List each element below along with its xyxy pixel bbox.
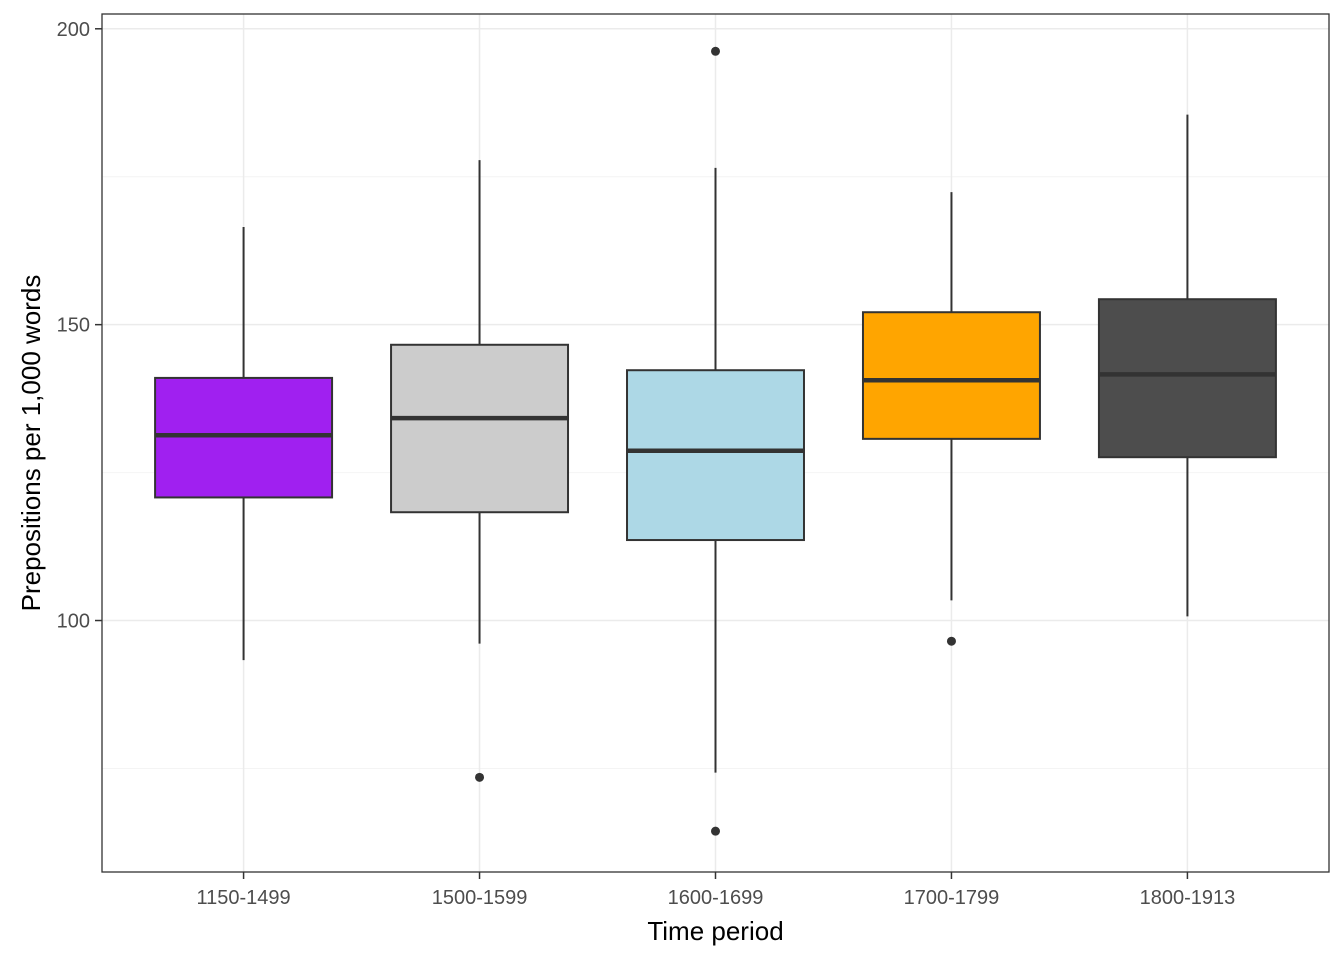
box-1500-1599 xyxy=(390,160,570,782)
x-tick-label: 1150-1499 xyxy=(196,887,290,909)
axis-layer: 100 150 200 1150-1499 1500-1599 1600-1699 1700… xyxy=(57,19,1236,909)
outlier-point xyxy=(711,826,720,836)
box-iqr xyxy=(861,311,1041,440)
box-1150-1499 xyxy=(154,227,334,661)
outlier-point xyxy=(475,772,485,782)
box-1600-1699 xyxy=(626,46,805,836)
x-tick-label: 1600-1699 xyxy=(668,887,764,909)
box-iqr xyxy=(1097,298,1277,459)
y-tick-label: 100 xyxy=(57,611,90,633)
box-iqr xyxy=(390,343,570,514)
x-tick-label: 1700-1799 xyxy=(904,887,1000,909)
x-tick-label: 1800-1913 xyxy=(1140,887,1236,909)
x-axis-title: Time period xyxy=(647,916,783,946)
box-iqr xyxy=(154,376,334,499)
box-layer xyxy=(154,46,1277,836)
box-1700-1799 xyxy=(861,192,1041,646)
box-1800-1913 xyxy=(1097,114,1277,617)
y-tick-label: 200 xyxy=(57,19,90,41)
outlier-point xyxy=(711,46,720,56)
box-iqr xyxy=(626,369,805,542)
outlier-point xyxy=(946,636,956,646)
x-tick-label: 1500-1599 xyxy=(432,887,528,909)
y-axis-title: Prepositions per 1,000 words xyxy=(16,275,46,612)
y-tick-label: 150 xyxy=(57,315,90,337)
